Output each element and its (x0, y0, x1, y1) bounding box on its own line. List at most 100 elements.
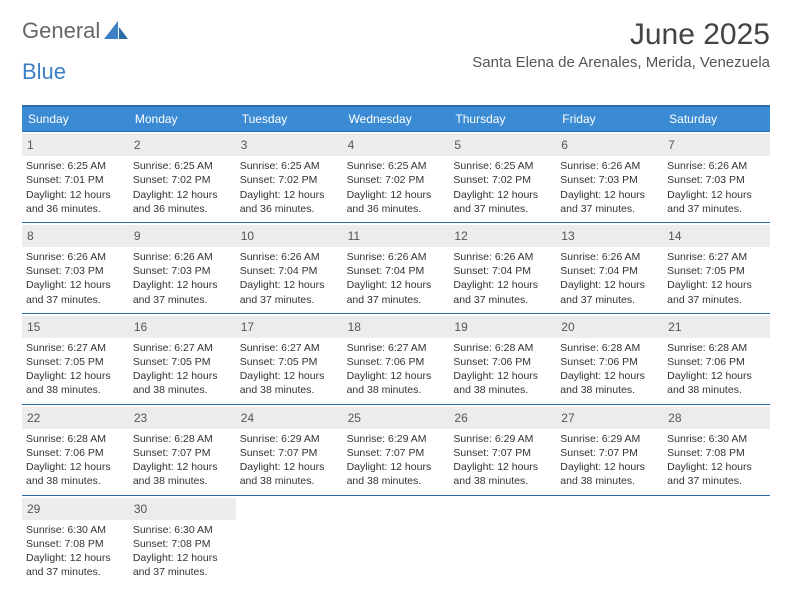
daylight-line: Daylight: 12 hours and 37 minutes. (667, 460, 766, 488)
daylight-line: Daylight: 12 hours and 37 minutes. (667, 278, 766, 306)
calendar-cell: 3Sunrise: 6:25 AMSunset: 7:02 PMDaylight… (236, 131, 343, 222)
brand-blue: Blue (22, 59, 770, 85)
day-number: 2 (129, 134, 236, 156)
weekday-header: Friday (556, 107, 663, 131)
sunset-line: Sunset: 7:07 PM (347, 446, 446, 460)
weekday-header: Tuesday (236, 107, 343, 131)
daylight-line: Daylight: 12 hours and 37 minutes. (667, 188, 766, 216)
weekday-header: Saturday (663, 107, 770, 131)
daylight-line: Daylight: 12 hours and 37 minutes. (347, 278, 446, 306)
calendar-cell: 1Sunrise: 6:25 AMSunset: 7:01 PMDaylight… (22, 131, 129, 222)
sunrise-line: Sunrise: 6:29 AM (347, 432, 446, 446)
daylight-line: Daylight: 12 hours and 37 minutes. (560, 188, 659, 216)
calendar-cell-empty (449, 495, 556, 586)
daylight-line: Daylight: 12 hours and 38 minutes. (453, 460, 552, 488)
calendar-cell: 22Sunrise: 6:28 AMSunset: 7:06 PMDayligh… (22, 404, 129, 495)
calendar-cell-empty (236, 495, 343, 586)
daylight-line: Daylight: 12 hours and 38 minutes. (560, 369, 659, 397)
sunset-line: Sunset: 7:04 PM (347, 264, 446, 278)
daylight-line: Daylight: 12 hours and 38 minutes. (347, 460, 446, 488)
sunrise-line: Sunrise: 6:27 AM (133, 341, 232, 355)
sunset-line: Sunset: 7:08 PM (667, 446, 766, 460)
sunset-line: Sunset: 7:08 PM (26, 537, 125, 551)
day-number: 4 (343, 134, 450, 156)
brand-general: General (22, 18, 100, 44)
sunset-line: Sunset: 7:07 PM (560, 446, 659, 460)
sunset-line: Sunset: 7:02 PM (133, 173, 232, 187)
calendar-cell: 27Sunrise: 6:29 AMSunset: 7:07 PMDayligh… (556, 404, 663, 495)
calendar-cell-empty (556, 495, 663, 586)
calendar-cell: 2Sunrise: 6:25 AMSunset: 7:02 PMDaylight… (129, 131, 236, 222)
calendar-cell: 14 Sunrise: 6:27 AMSunset: 7:05 PMDayligh… (663, 222, 770, 313)
month-title: June 2025 (472, 18, 770, 52)
sunrise-line: Sunrise: 6:29 AM (453, 432, 552, 446)
sunset-line: Sunset: 7:06 PM (560, 355, 659, 369)
day-number: 16 (129, 316, 236, 338)
daylight-line: Daylight: 12 hours and 36 minutes. (240, 188, 339, 216)
sunrise-line: Sunrise: 6:26 AM (133, 250, 232, 264)
sunset-line: Sunset: 7:06 PM (667, 355, 766, 369)
day-number: 11 (343, 225, 450, 247)
brand-logo: General (22, 18, 130, 44)
daylight-line: Daylight: 12 hours and 38 minutes. (347, 369, 446, 397)
sunset-line: Sunset: 7:03 PM (667, 173, 766, 187)
sunset-line: Sunset: 7:04 PM (240, 264, 339, 278)
calendar-cell: 25Sunrise: 6:29 AMSunset: 7:07 PMDayligh… (343, 404, 450, 495)
day-number: 3 (236, 134, 343, 156)
daylight-line: Daylight: 12 hours and 37 minutes. (453, 188, 552, 216)
sunset-line: Sunset: 7:04 PM (453, 264, 552, 278)
sunset-line: Sunset: 7:02 PM (453, 173, 552, 187)
daylight-line: Daylight: 12 hours and 38 minutes. (560, 460, 659, 488)
sunset-line: Sunset: 7:02 PM (240, 173, 339, 187)
day-number: 21 (663, 316, 770, 338)
sunrise-line: Sunrise: 6:27 AM (26, 341, 125, 355)
day-number: 12 (449, 225, 556, 247)
sunset-line: Sunset: 7:06 PM (26, 446, 125, 460)
day-number: 7 (663, 134, 770, 156)
sunset-line: Sunset: 7:06 PM (347, 355, 446, 369)
sunset-line: Sunset: 7:03 PM (560, 173, 659, 187)
day-number: 20 (556, 316, 663, 338)
daylight-line: Daylight: 12 hours and 38 minutes. (133, 460, 232, 488)
day-number: 22 (22, 407, 129, 429)
sunrise-line: Sunrise: 6:28 AM (453, 341, 552, 355)
calendar-cell: 4Sunrise: 6:25 AMSunset: 7:02 PMDaylight… (343, 131, 450, 222)
calendar-cell-empty (343, 495, 450, 586)
day-number: 9 (129, 225, 236, 247)
daylight-line: Daylight: 12 hours and 37 minutes. (453, 278, 552, 306)
sunrise-line: Sunrise: 6:27 AM (347, 341, 446, 355)
calendar-cell: 18Sunrise: 6:27 AMSunset: 7:06 PMDayligh… (343, 313, 450, 404)
calendar-cell: 5Sunrise: 6:25 AMSunset: 7:02 PMDaylight… (449, 131, 556, 222)
day-number: 30 (129, 498, 236, 520)
sunrise-line: Sunrise: 6:28 AM (26, 432, 125, 446)
day-number: 19 (449, 316, 556, 338)
sunrise-line: Sunrise: 6:28 AM (667, 341, 766, 355)
day-number: 17 (236, 316, 343, 338)
day-number: 14 (663, 225, 770, 247)
sunset-line: Sunset: 7:05 PM (26, 355, 125, 369)
weekday-header: Monday (129, 107, 236, 131)
day-number: 26 (449, 407, 556, 429)
sunrise-line: Sunrise: 6:28 AM (560, 341, 659, 355)
calendar-cell: 26Sunrise: 6:29 AMSunset: 7:07 PMDayligh… (449, 404, 556, 495)
sunrise-line: Sunrise: 6:26 AM (240, 250, 339, 264)
sunrise-line: Sunrise: 6:26 AM (347, 250, 446, 264)
daylight-line: Daylight: 12 hours and 37 minutes. (133, 551, 232, 579)
sunrise-line: Sunrise: 6:27 AM (667, 250, 766, 264)
weekday-header: Sunday (22, 107, 129, 131)
sunset-line: Sunset: 7:05 PM (240, 355, 339, 369)
sunset-line: Sunset: 7:05 PM (667, 264, 766, 278)
sunrise-line: Sunrise: 6:25 AM (453, 159, 552, 173)
sunrise-line: Sunrise: 6:30 AM (133, 523, 232, 537)
daylight-line: Daylight: 12 hours and 38 minutes. (453, 369, 552, 397)
day-number: 24 (236, 407, 343, 429)
calendar-cell: 9Sunrise: 6:26 AMSunset: 7:03 PMDaylight… (129, 222, 236, 313)
calendar-cell: 28Sunrise: 6:30 AMSunset: 7:08 PMDayligh… (663, 404, 770, 495)
daylight-line: Daylight: 12 hours and 37 minutes. (133, 278, 232, 306)
daylight-line: Daylight: 12 hours and 38 minutes. (26, 369, 125, 397)
calendar-cell: 19Sunrise: 6:28 AMSunset: 7:06 PMDayligh… (449, 313, 556, 404)
daylight-line: Daylight: 12 hours and 37 minutes. (26, 551, 125, 579)
sunrise-line: Sunrise: 6:25 AM (347, 159, 446, 173)
daylight-line: Daylight: 12 hours and 36 minutes. (347, 188, 446, 216)
daylight-line: Daylight: 12 hours and 37 minutes. (240, 278, 339, 306)
